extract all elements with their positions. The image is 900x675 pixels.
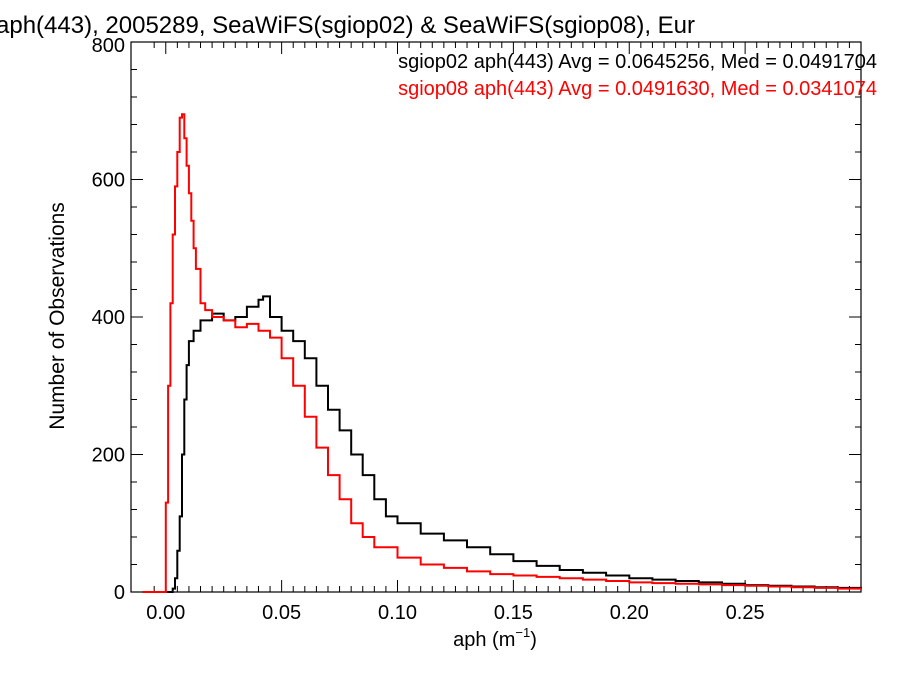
series-annotation-sgiop02: sgiop02 aph(443) Avg = 0.0645256, Med = … [398, 51, 877, 73]
x-axis-label-close: ) [530, 629, 537, 651]
y-tick-label: 400 [92, 307, 125, 329]
x-tick-label: 0.10 [378, 602, 417, 624]
x-axis-label-superscript: −1 [515, 625, 530, 640]
series-line-sgiop02 [142, 295, 862, 593]
chart-title: aph(443), 2005289, SeaWiFS(sgiop02) & Se… [0, 12, 695, 39]
y-tick-label: 200 [92, 445, 125, 467]
y-tick-label: 0 [114, 582, 125, 604]
series-annotation-sgiop08: sgiop08 aph(443) Avg = 0.0491630, Med = … [398, 78, 877, 100]
x-tick-label: 0.05 [262, 602, 301, 624]
x-axis-ticks: 0.00 0.05 0.10 0.15 0.20 0.25 [146, 42, 850, 624]
y-tick-label: 800 [92, 35, 125, 57]
y-tick-label: 600 [92, 170, 125, 192]
x-tick-label: 0.20 [610, 602, 649, 624]
x-axis-label-main: aph (m [453, 629, 515, 651]
x-axis-label: aph (m−1) [453, 625, 537, 651]
y-axis-label: Number of Observations [46, 202, 69, 430]
x-tick-label: 0.25 [726, 602, 765, 624]
series-line-sgiop08 [142, 113, 862, 593]
x-tick-label: 0.00 [146, 602, 185, 624]
y-axis-ticks: 0 200 400 600 800 [92, 35, 861, 604]
series-layer [142, 113, 862, 593]
x-tick-label: 0.15 [494, 602, 533, 624]
